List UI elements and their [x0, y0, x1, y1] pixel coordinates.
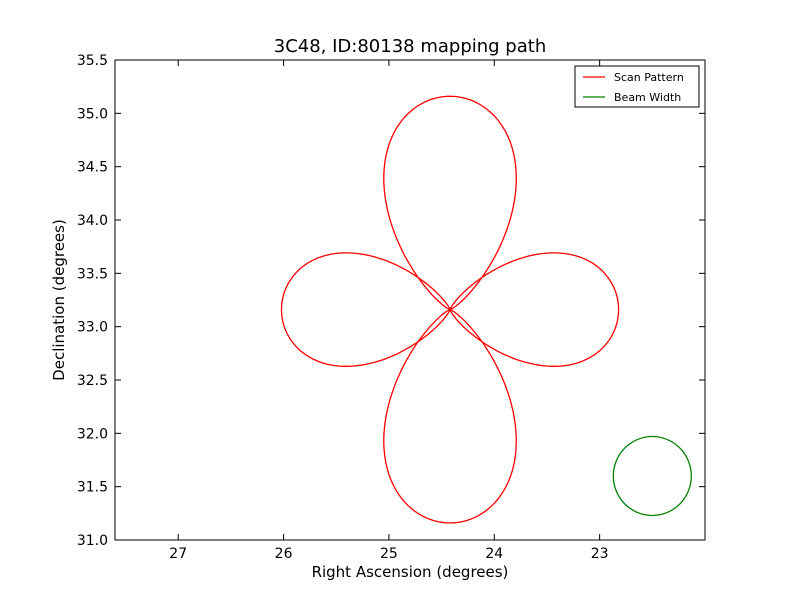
y-tick-label: 31.5: [77, 480, 108, 496]
x-tick-label: 26: [275, 546, 293, 562]
x-axis-label: Right Ascension (degrees): [312, 563, 509, 581]
x-axis: 27 26 25 24 23: [169, 60, 609, 562]
legend-entry-scan-pattern: Scan Pattern: [614, 71, 684, 84]
chart-title: 3C48, ID:80138 mapping path: [274, 36, 546, 57]
legend-entry-beam-width: Beam Width: [614, 91, 681, 104]
y-tick-label: 31.0: [77, 533, 108, 549]
x-tick-label: 25: [380, 546, 398, 562]
x-tick-label: 27: [169, 546, 187, 562]
series-beam-width: [612, 435, 692, 517]
x-tick-label: 24: [485, 546, 503, 562]
y-tick-label: 33.5: [77, 266, 108, 282]
y-axis: 31.0 31.5 32.0 32.5 33.0 33.5 34.0 34.5 35.0 35.5: [77, 53, 705, 549]
plot-area: [280, 95, 692, 524]
y-tick-label: 35.0: [77, 106, 108, 122]
y-tick-label: 34.0: [77, 213, 108, 229]
y-tick-label: 32.0: [77, 426, 108, 442]
series-scan-pattern: [280, 95, 620, 524]
axes-frame: [114, 59, 706, 541]
y-axis-label: Declination (degrees): [50, 219, 68, 381]
y-tick-label: 34.5: [77, 160, 108, 176]
legend-box: [574, 65, 700, 108]
x-tick-label: 23: [591, 546, 609, 562]
y-tick-label: 35.5: [77, 53, 108, 69]
y-tick-label: 33.0: [77, 320, 108, 336]
legend: Scan Pattern Beam Width: [574, 65, 700, 108]
y-tick-label: 32.5: [77, 373, 108, 389]
